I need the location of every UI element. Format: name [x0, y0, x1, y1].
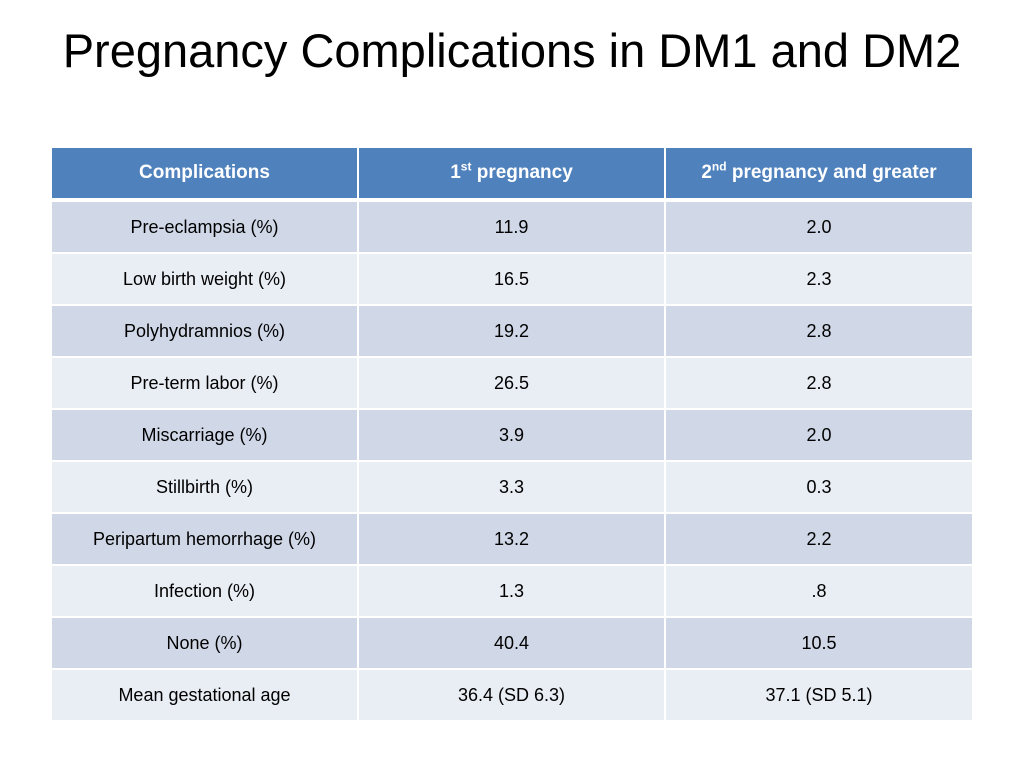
- first-pregnancy-value: 16.5: [359, 254, 666, 306]
- complications-table-container: Complications 1st pregnancy 2nd pregnanc…: [52, 148, 972, 722]
- row-label: Mean gestational age: [52, 670, 359, 722]
- header-second-superscript: nd: [711, 159, 727, 174]
- second-pregnancy-value: 2.8: [666, 358, 972, 410]
- first-pregnancy-value: 26.5: [359, 358, 666, 410]
- header-first-label: pregnancy: [471, 162, 573, 183]
- table-row: Pre-term labor (%) 26.5 2.8: [52, 358, 972, 410]
- slide-title: Pregnancy Complications in DM1 and DM2: [62, 24, 962, 77]
- second-pregnancy-value: 2.2: [666, 514, 972, 566]
- first-pregnancy-value: 40.4: [359, 618, 666, 670]
- second-pregnancy-value: 37.1 (SD 5.1): [666, 670, 972, 722]
- row-label: Infection (%): [52, 566, 359, 618]
- first-pregnancy-value: 3.9: [359, 410, 666, 462]
- header-first-number: 1: [450, 162, 461, 183]
- row-label: Pre-eclampsia (%): [52, 202, 359, 254]
- first-pregnancy-value: 19.2: [359, 306, 666, 358]
- row-label: Polyhydramnios (%): [52, 306, 359, 358]
- second-pregnancy-value: 2.8: [666, 306, 972, 358]
- table-row: Miscarriage (%) 3.9 2.0: [52, 410, 972, 462]
- row-label: Low birth weight (%): [52, 254, 359, 306]
- header-second-pregnancy: 2nd pregnancy and greater: [666, 148, 972, 202]
- second-pregnancy-value: .8: [666, 566, 972, 618]
- table-header-row: Complications 1st pregnancy 2nd pregnanc…: [52, 148, 972, 202]
- second-pregnancy-value: 0.3: [666, 462, 972, 514]
- table-row: Low birth weight (%) 16.5 2.3: [52, 254, 972, 306]
- first-pregnancy-value: 1.3: [359, 566, 666, 618]
- second-pregnancy-value: 10.5: [666, 618, 972, 670]
- second-pregnancy-value: 2.0: [666, 202, 972, 254]
- row-label: Pre-term labor (%): [52, 358, 359, 410]
- first-pregnancy-value: 11.9: [359, 202, 666, 254]
- first-pregnancy-value: 13.2: [359, 514, 666, 566]
- header-first-pregnancy: 1st pregnancy: [359, 148, 666, 202]
- row-label: Miscarriage (%): [52, 410, 359, 462]
- complications-table: Complications 1st pregnancy 2nd pregnanc…: [52, 148, 972, 722]
- second-pregnancy-value: 2.0: [666, 410, 972, 462]
- header-first-superscript: st: [460, 159, 472, 174]
- header-complications: Complications: [52, 148, 359, 202]
- row-label: Peripartum hemorrhage (%): [52, 514, 359, 566]
- table-row: Pre-eclampsia (%) 11.9 2.0: [52, 202, 972, 254]
- table-row: Polyhydramnios (%) 19.2 2.8: [52, 306, 972, 358]
- second-pregnancy-value: 2.3: [666, 254, 972, 306]
- header-second-number: 2: [701, 162, 712, 183]
- header-complications-label: Complications: [139, 162, 270, 183]
- row-label: None (%): [52, 618, 359, 670]
- first-pregnancy-value: 36.4 (SD 6.3): [359, 670, 666, 722]
- table-row: Stillbirth (%) 3.3 0.3: [52, 462, 972, 514]
- table-row: None (%) 40.4 10.5: [52, 618, 972, 670]
- row-label: Stillbirth (%): [52, 462, 359, 514]
- table-row: Mean gestational age 36.4 (SD 6.3) 37.1 …: [52, 670, 972, 722]
- first-pregnancy-value: 3.3: [359, 462, 666, 514]
- table-row: Peripartum hemorrhage (%) 13.2 2.2: [52, 514, 972, 566]
- header-second-label: pregnancy and greater: [726, 162, 937, 183]
- table-row: Infection (%) 1.3 .8: [52, 566, 972, 618]
